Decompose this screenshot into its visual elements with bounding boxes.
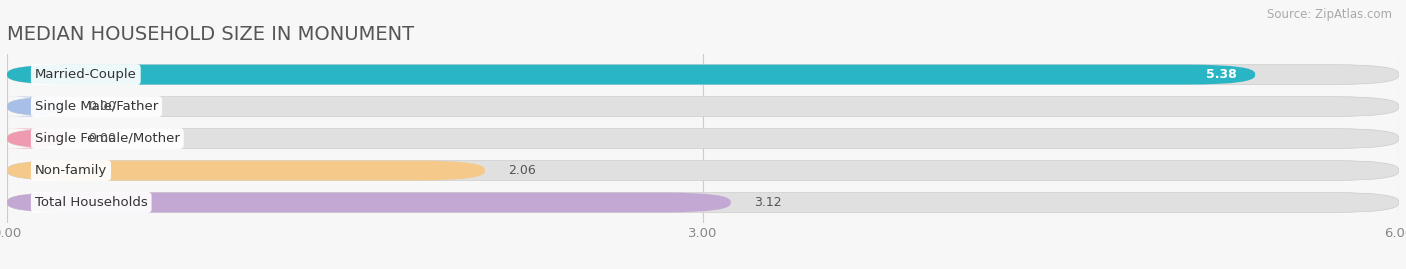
FancyBboxPatch shape [7,161,485,180]
Text: 0.00: 0.00 [89,132,117,145]
FancyBboxPatch shape [7,129,1399,148]
Text: 2.06: 2.06 [508,164,536,177]
Text: Single Female/Mother: Single Female/Mother [35,132,180,145]
Text: Married-Couple: Married-Couple [35,68,136,81]
FancyBboxPatch shape [0,97,72,116]
FancyBboxPatch shape [0,129,72,148]
Text: 5.38: 5.38 [1206,68,1237,81]
FancyBboxPatch shape [7,97,1399,116]
FancyBboxPatch shape [7,65,1399,84]
Text: Single Male/Father: Single Male/Father [35,100,157,113]
Text: 0.00: 0.00 [89,100,117,113]
Text: Total Households: Total Households [35,196,148,209]
Text: 3.12: 3.12 [754,196,782,209]
FancyBboxPatch shape [7,193,1399,213]
Text: Non-family: Non-family [35,164,107,177]
Text: Source: ZipAtlas.com: Source: ZipAtlas.com [1267,8,1392,21]
FancyBboxPatch shape [7,193,731,213]
FancyBboxPatch shape [7,65,1256,84]
Text: MEDIAN HOUSEHOLD SIZE IN MONUMENT: MEDIAN HOUSEHOLD SIZE IN MONUMENT [7,25,415,44]
FancyBboxPatch shape [7,161,1399,180]
